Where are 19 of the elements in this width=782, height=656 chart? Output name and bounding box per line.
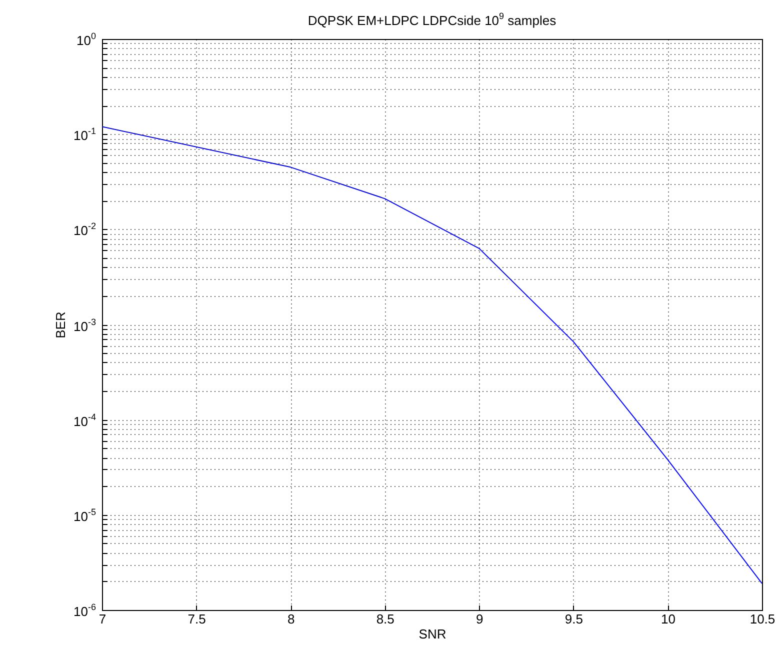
y-tick-label: 10$^{-1}$ bbox=[74, 126, 96, 144]
y-tick-label: 10$^{-5}$ bbox=[74, 506, 96, 524]
y-axis-title: BER bbox=[53, 312, 68, 338]
x-tick-label: 10.5 bbox=[750, 612, 776, 626]
y-tick-label: 10$^{-6}$ bbox=[74, 602, 96, 619]
x-tick-label: 9 bbox=[476, 612, 484, 626]
y-tick-label: 10$^{-3}$ bbox=[74, 316, 96, 334]
y-tick-label: 10$^{-4}$ bbox=[74, 412, 96, 429]
chart-title: DQPSK EM+LDPC LDPCside 10$^{9}$ samples bbox=[308, 11, 556, 28]
x-axis-title: SNR bbox=[418, 626, 446, 642]
x-tick-label: 7 bbox=[98, 612, 106, 626]
y-tick-label: 10$^{-2}$ bbox=[74, 221, 96, 238]
x-tick-label: 9.5 bbox=[564, 612, 583, 626]
line-series bbox=[102, 126, 762, 584]
x-tick-label: 7.5 bbox=[188, 612, 206, 626]
y-tick-label: 10$^{0}$ bbox=[76, 31, 96, 48]
x-tick-label: 8 bbox=[287, 612, 295, 626]
x-tick-label: 10 bbox=[660, 612, 676, 626]
x-tick-label: 8.5 bbox=[376, 612, 394, 626]
